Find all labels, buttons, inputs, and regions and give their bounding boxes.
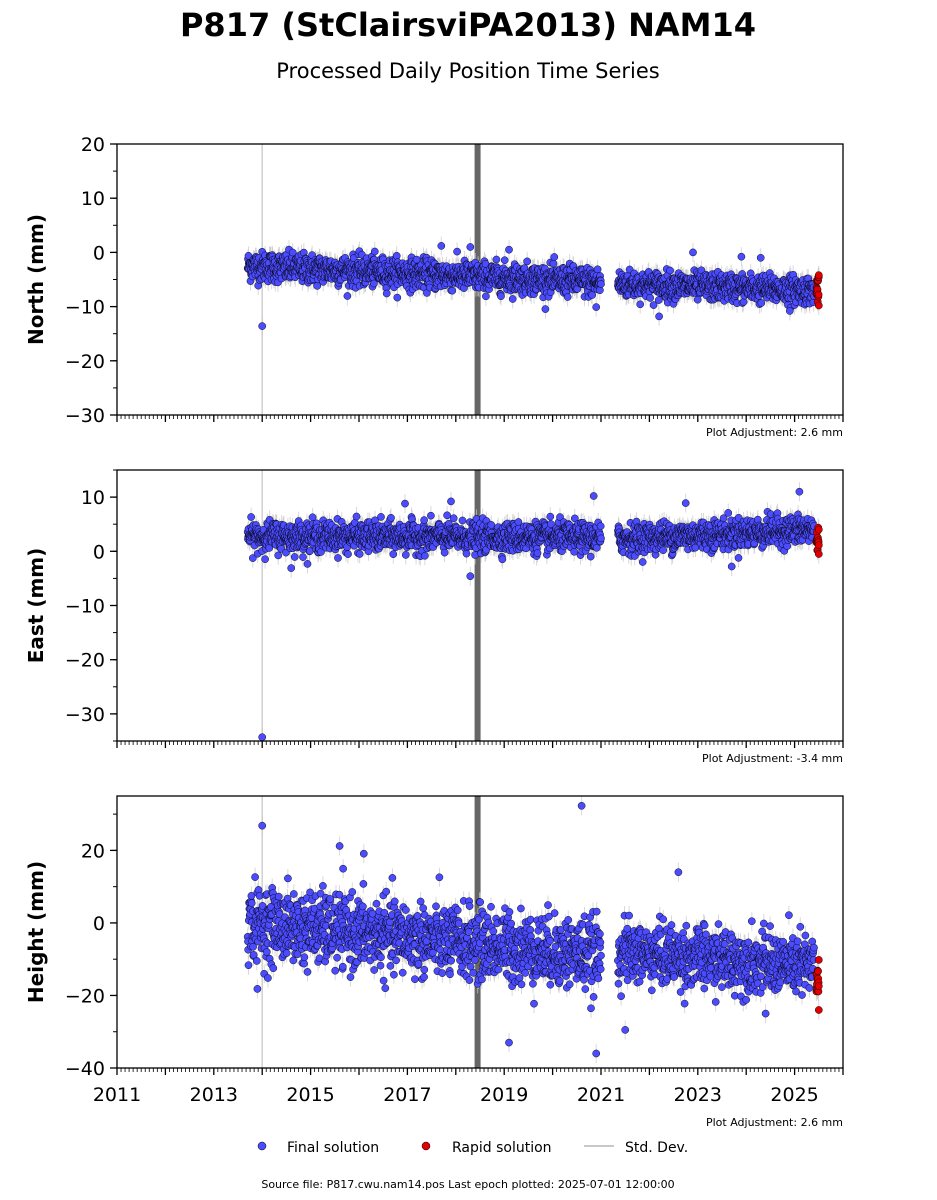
- final-solution-point: [756, 253, 765, 262]
- final-solution-point: [592, 303, 601, 311]
- final-solution-point: [757, 299, 766, 307]
- y-tick-label: −20: [65, 351, 105, 373]
- final-solution-point: [497, 292, 505, 301]
- final-solution-point: [737, 252, 746, 261]
- y-tick-label: −10: [65, 297, 105, 319]
- final-solution-point: [785, 307, 794, 315]
- north-panel: 20 10 0 −10 −20 −30 North (mm) Plot Adjustment:…: [24, 134, 844, 439]
- final-solution-point: [382, 289, 391, 298]
- final-solution-point: [370, 279, 378, 288]
- chart-subtitle: Processed Daily Position Time Series: [276, 59, 660, 83]
- final-solution-point: [500, 256, 509, 265]
- y-tick-label: 0: [93, 242, 105, 264]
- final-solution-point: [482, 292, 490, 301]
- final-solution-point: [393, 293, 402, 302]
- final-solution-point: [689, 248, 697, 257]
- final-solution-point: [505, 245, 513, 254]
- final-solution-point: [343, 292, 352, 300]
- rapid-solution-point: [814, 271, 823, 280]
- final-solution-point: [655, 312, 663, 321]
- rapid-solution-point: [814, 301, 823, 310]
- final-solution-point: [549, 259, 558, 268]
- final-solution-point: [523, 257, 532, 266]
- final-solution-point: [563, 293, 572, 301]
- plot-adjustment-label: Plot Adjustment: 2.6 mm: [706, 426, 843, 439]
- final-solution-point: [593, 265, 602, 274]
- y-axis-label: North (mm): [24, 214, 48, 345]
- final-solution-point: [588, 291, 597, 299]
- final-solution-point: [693, 295, 702, 304]
- final-solution-point: [636, 300, 645, 309]
- final-solution-point: [541, 305, 550, 313]
- final-solution-point: [453, 247, 461, 256]
- final-solution-point: [550, 253, 559, 261]
- chart-title: P817 (StClairsviPA2013) NAM14: [180, 6, 756, 44]
- y-tick-label: 10: [81, 188, 105, 210]
- y-tick-label: −30: [65, 405, 105, 427]
- final-solution-point: [370, 247, 379, 256]
- final-solution-point: [437, 242, 446, 250]
- final-solution-point: [466, 243, 475, 251]
- final-solution-point: [597, 280, 605, 288]
- final-solution-point: [646, 294, 654, 302]
- final-solution-point: [392, 251, 401, 260]
- y-tick-label: 20: [81, 134, 105, 156]
- final-solution-point: [448, 286, 457, 295]
- final-solution-point: [492, 255, 501, 264]
- final-solution-point: [288, 248, 297, 257]
- final-solution-point: [666, 266, 674, 275]
- rapid-solution-point: [814, 290, 823, 299]
- final-solution-point: [596, 286, 604, 295]
- final-solution-point: [654, 296, 663, 304]
- final-solution-point: [258, 322, 267, 330]
- final-solution-point: [508, 295, 517, 303]
